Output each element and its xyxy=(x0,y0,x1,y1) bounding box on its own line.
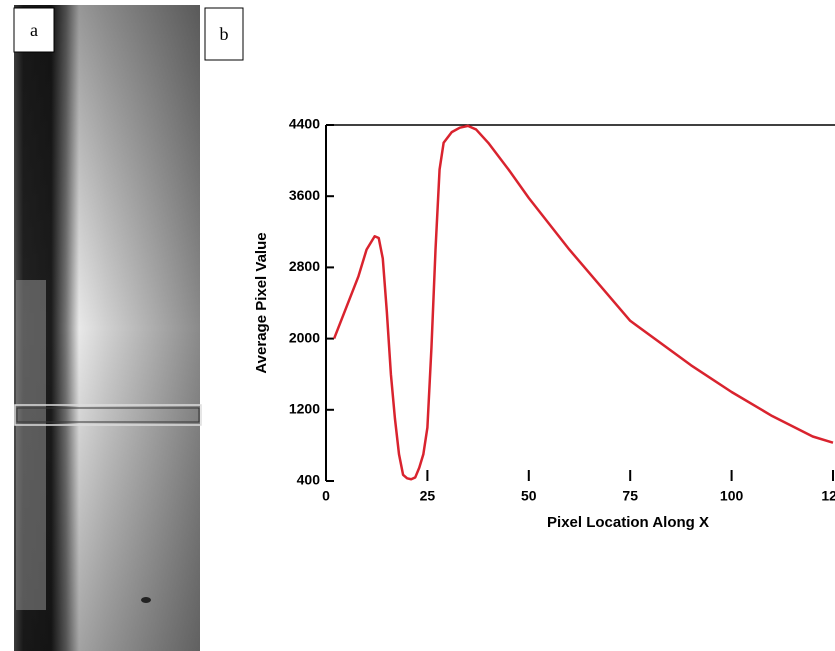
y-tick-label: 1200 xyxy=(289,401,320,417)
y-axis-title: Average Pixel Value xyxy=(253,232,270,373)
y-tick-label: 2000 xyxy=(289,329,320,345)
y-tick-label: 3600 xyxy=(289,187,320,203)
y-tick-label: 2800 xyxy=(289,258,320,274)
x-tick-label: 0 xyxy=(322,488,330,504)
x-tick-label: 125 xyxy=(821,488,835,504)
y-tick-label: 4400 xyxy=(289,116,320,132)
panel-label: a xyxy=(30,20,38,40)
panel-label: b xyxy=(220,24,229,44)
x-tick-label: 100 xyxy=(720,488,744,504)
x-tick-label: 25 xyxy=(420,488,436,504)
data-line xyxy=(332,124,834,481)
x-tick-label: 75 xyxy=(622,488,638,504)
panel-label-box xyxy=(204,7,244,61)
panel-a-image: a xyxy=(13,5,202,651)
x-tick-label: 50 xyxy=(521,488,537,504)
x-axis-title: Pixel Location Along X xyxy=(547,514,709,531)
y-tick-label: 400 xyxy=(297,472,321,488)
